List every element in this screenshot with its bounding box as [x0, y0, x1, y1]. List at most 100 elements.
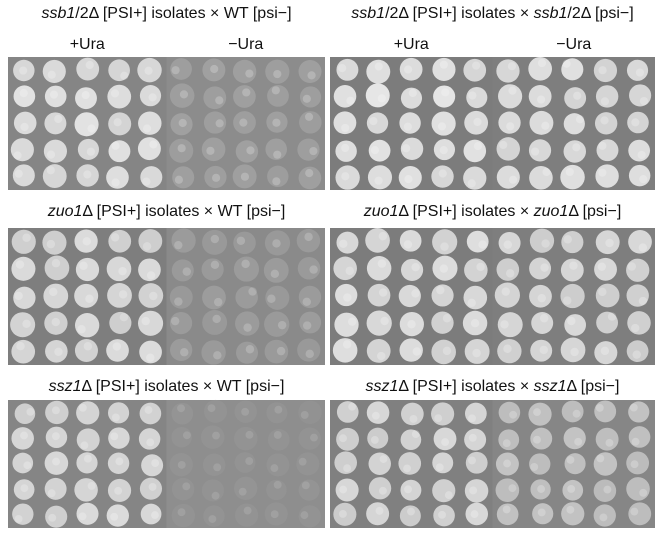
colony [499, 402, 521, 424]
colony-texture [120, 313, 128, 321]
colony [108, 230, 131, 253]
colony-texture [468, 91, 476, 99]
colony-texture [84, 342, 92, 350]
colony [43, 284, 68, 309]
colony [170, 286, 193, 309]
colony-texture [306, 350, 314, 358]
colony-texture [241, 260, 249, 268]
colony [203, 86, 226, 109]
colony-texture [52, 458, 60, 466]
colony-texture [434, 414, 442, 422]
colony [43, 164, 67, 188]
colony-texture [469, 434, 477, 442]
colony-texture [272, 177, 280, 185]
colony-texture [300, 511, 308, 519]
colony-texture [576, 115, 584, 123]
title-part: Δ [psi−] [567, 378, 620, 395]
colony-texture [144, 67, 152, 75]
colony [464, 258, 488, 282]
title-part: Δ [psi−] [568, 203, 621, 220]
colony-texture [441, 438, 449, 446]
colony-texture [503, 505, 511, 513]
colony-texture [149, 292, 157, 300]
colony-texture [208, 404, 216, 412]
colony-texture [54, 348, 62, 356]
colony-texture [79, 262, 87, 270]
colony-texture [80, 441, 88, 449]
colony-texture [438, 511, 446, 519]
colony-texture [573, 410, 581, 418]
colony-texture [83, 170, 91, 178]
colony [43, 60, 66, 83]
colony-texture [213, 463, 221, 471]
colony-texture [375, 62, 383, 70]
colony-texture [343, 464, 351, 472]
colony-texture [83, 237, 91, 245]
colony [107, 257, 132, 282]
colony-texture [305, 169, 313, 177]
colony-texture [566, 168, 574, 176]
colony [464, 286, 488, 310]
colony-texture [142, 177, 150, 185]
colony-texture [541, 239, 549, 247]
colony-texture [502, 287, 510, 295]
colony-texture [272, 239, 280, 247]
colony-texture [640, 97, 648, 105]
colony-texture [143, 242, 151, 250]
colony-texture [215, 96, 223, 104]
colony-texture [270, 464, 278, 472]
colony-texture [110, 432, 118, 440]
colony [398, 452, 421, 475]
colony-texture [567, 456, 575, 464]
colony-texture [20, 484, 28, 492]
colony-texture [273, 151, 281, 159]
colony-texture [564, 235, 572, 243]
colony [530, 229, 554, 253]
colony-texture [411, 289, 419, 297]
colony [565, 453, 586, 474]
title-part: ssb1 [41, 5, 75, 22]
colony-texture [346, 267, 354, 275]
colony-texture [277, 347, 285, 355]
colony-texture [211, 235, 219, 243]
colony [626, 477, 650, 501]
colony-texture [52, 432, 60, 440]
colony-texture [274, 431, 282, 439]
colony-texture [303, 298, 311, 306]
colony-texture [563, 60, 571, 68]
colony-texture [570, 348, 578, 356]
title-part: /2Δ [PSI+] isolates × WT [psi−] [75, 5, 291, 22]
colony-texture [84, 455, 92, 463]
colony [564, 427, 586, 449]
colony-texture [212, 492, 220, 500]
colony-texture [636, 68, 644, 76]
colony [299, 60, 322, 83]
title-part: ssb1 [351, 5, 385, 22]
colony-texture [407, 320, 415, 328]
colony-texture [348, 403, 356, 411]
colony-texture [348, 317, 356, 325]
colony-texture [508, 484, 516, 492]
colony-texture [52, 259, 60, 267]
colony-texture [87, 124, 95, 132]
colony-texture [574, 438, 582, 446]
colony-texture [149, 93, 157, 101]
colony-texture [404, 175, 412, 183]
colony-texture [13, 151, 21, 159]
colony [368, 284, 391, 307]
condition-label: −Ura [228, 36, 263, 53]
condition-label: +Ura [394, 36, 429, 53]
colony-texture [499, 141, 507, 149]
colony-texture [533, 436, 541, 444]
colony-texture [639, 243, 647, 251]
colony-texture [605, 239, 613, 247]
colony-texture [174, 241, 182, 249]
colony-texture [267, 294, 275, 302]
colony [431, 402, 454, 425]
colony-texture [440, 61, 448, 69]
colony-texture [441, 88, 449, 96]
colony-texture [245, 457, 253, 465]
colony [497, 137, 520, 160]
colony-texture [503, 439, 511, 447]
colony-texture [375, 177, 383, 185]
